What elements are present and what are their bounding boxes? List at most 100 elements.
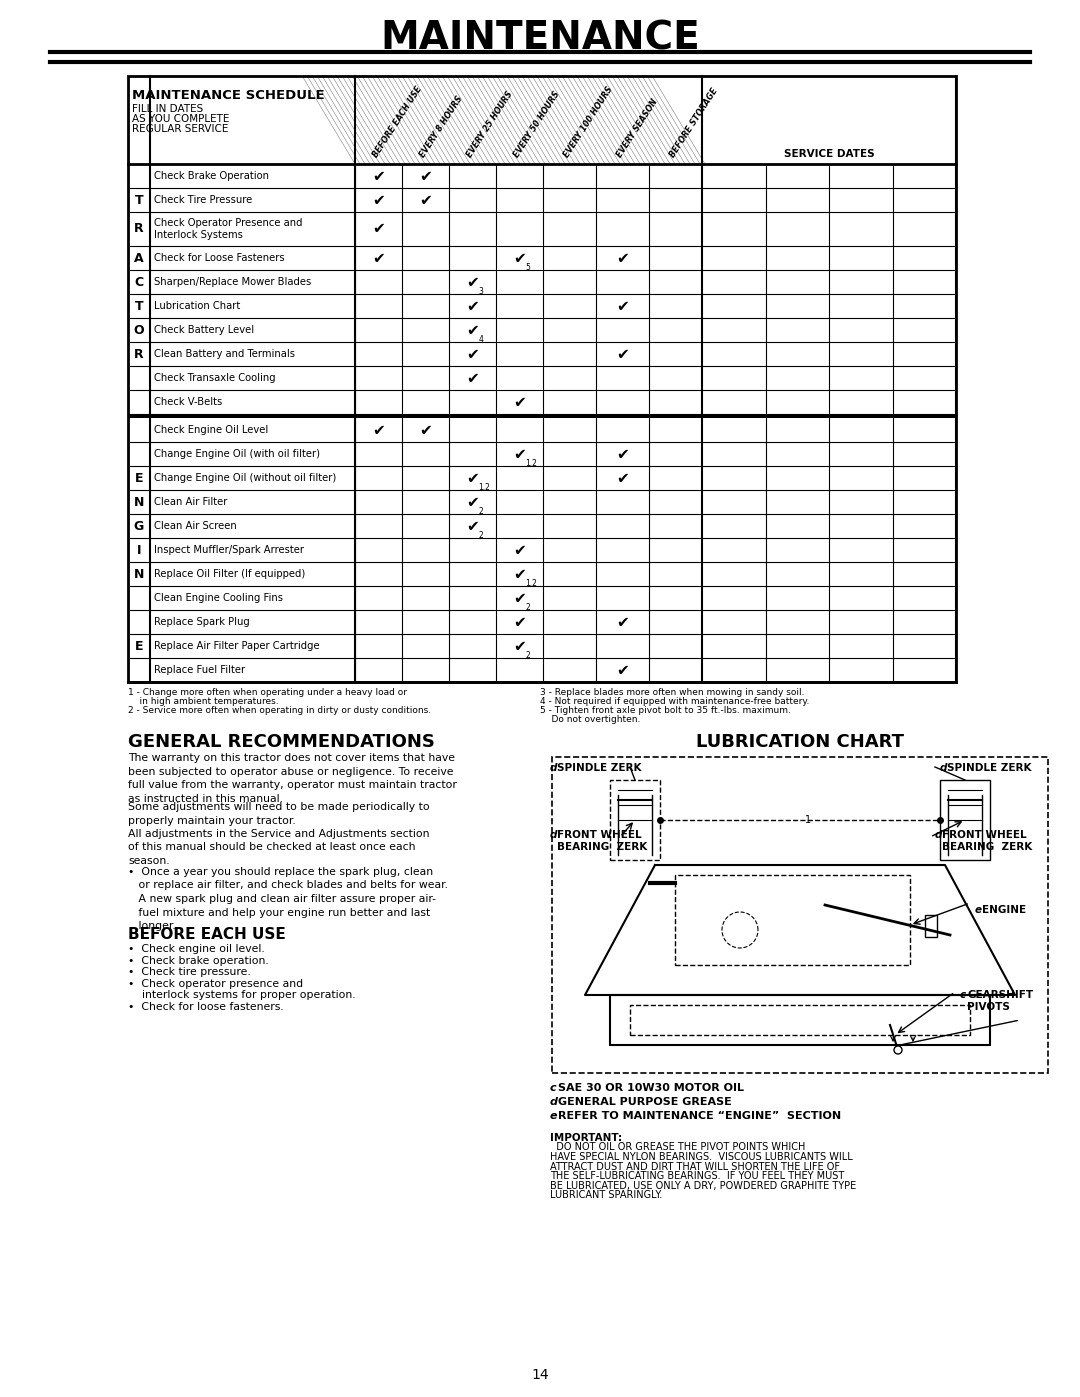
Text: interlock systems for proper operation.: interlock systems for proper operation. xyxy=(129,990,355,1000)
Text: Replace Oil Filter (If equipped): Replace Oil Filter (If equipped) xyxy=(154,569,306,578)
Text: ✔: ✔ xyxy=(467,495,478,510)
Text: 4 - Not required if equipped with maintenance-free battery.: 4 - Not required if equipped with mainte… xyxy=(540,697,809,705)
Text: ✔: ✔ xyxy=(373,169,384,183)
Text: N: N xyxy=(134,567,145,581)
Text: •  Check brake operation.: • Check brake operation. xyxy=(129,956,269,965)
Text: E: E xyxy=(135,640,144,652)
Text: d: d xyxy=(935,830,943,840)
Text: ✔: ✔ xyxy=(513,591,526,605)
Text: THE SELF-LUBRICATING BEARINGS.  IF YOU FEEL THEY MUST: THE SELF-LUBRICATING BEARINGS. IF YOU FE… xyxy=(550,1171,845,1180)
Text: EVERY 50 HOURS: EVERY 50 HOURS xyxy=(512,89,562,159)
Text: 1,2: 1,2 xyxy=(526,578,538,588)
Text: ✔: ✔ xyxy=(513,615,526,630)
Text: 2 - Service more often when operating in dirty or dusty conditions.: 2 - Service more often when operating in… xyxy=(129,705,431,715)
Text: 1: 1 xyxy=(805,814,811,826)
Text: ✔: ✔ xyxy=(467,370,478,386)
Text: ✔: ✔ xyxy=(616,250,629,265)
Text: GENERAL PURPOSE GREASE: GENERAL PURPOSE GREASE xyxy=(558,1097,732,1106)
Text: •  Check operator presence and: • Check operator presence and xyxy=(129,979,303,989)
Text: All adjustments in the Service and Adjustments section
of this manual should be : All adjustments in the Service and Adjus… xyxy=(129,828,430,866)
Text: ✔: ✔ xyxy=(513,567,526,581)
Text: Check Operator Presence and
Interlock Systems: Check Operator Presence and Interlock Sy… xyxy=(154,218,302,240)
Text: EVERY 25 HOURS: EVERY 25 HOURS xyxy=(465,89,514,159)
Text: AS YOU COMPLETE: AS YOU COMPLETE xyxy=(132,115,229,124)
Text: Check V-Belts: Check V-Belts xyxy=(154,397,222,407)
Text: Inspect Muffler/Spark Arrester: Inspect Muffler/Spark Arrester xyxy=(154,545,303,555)
Text: 2: 2 xyxy=(526,604,530,612)
Text: MAINTENANCE SCHEDULE: MAINTENANCE SCHEDULE xyxy=(132,89,325,102)
Text: ENGINE: ENGINE xyxy=(982,905,1026,915)
Text: in high ambient temperatures.: in high ambient temperatures. xyxy=(129,697,279,705)
Text: ✔: ✔ xyxy=(467,299,478,313)
Bar xyxy=(940,780,990,861)
Bar xyxy=(610,780,660,861)
Text: Replace Air Filter Paper Cartridge: Replace Air Filter Paper Cartridge xyxy=(154,641,320,651)
Text: Clean Battery and Terminals: Clean Battery and Terminals xyxy=(154,349,295,359)
Circle shape xyxy=(894,1046,902,1053)
Text: ✔: ✔ xyxy=(513,250,526,265)
Text: Change Engine Oil (with oil filter): Change Engine Oil (with oil filter) xyxy=(154,448,320,460)
Text: O: O xyxy=(134,324,145,337)
Bar xyxy=(129,414,956,418)
Bar xyxy=(675,875,910,965)
Text: 5 - Tighten front axle pivot bolt to 35 ft.-lbs. maximum.: 5 - Tighten front axle pivot bolt to 35 … xyxy=(540,705,791,715)
Text: BEFORE EACH USE: BEFORE EACH USE xyxy=(370,85,423,159)
Text: e: e xyxy=(975,905,982,915)
Text: 2: 2 xyxy=(478,507,483,515)
Bar xyxy=(552,757,1048,1073)
Text: •  Once a year you should replace the spark plug, clean
   or replace air filter: • Once a year you should replace the spa… xyxy=(129,866,448,930)
Text: 2: 2 xyxy=(478,531,483,541)
Text: ✔: ✔ xyxy=(419,169,432,183)
Text: G: G xyxy=(134,520,144,532)
Text: The warranty on this tractor does not cover items that have
been subjected to op: The warranty on this tractor does not co… xyxy=(129,753,457,803)
Text: C: C xyxy=(134,275,144,289)
Text: ✔: ✔ xyxy=(616,447,629,461)
Text: Check Tire Pressure: Check Tire Pressure xyxy=(154,196,253,205)
Text: FRONT WHEEL: FRONT WHEEL xyxy=(942,830,1027,840)
Text: LUBRICANT SPARINGLY.: LUBRICANT SPARINGLY. xyxy=(550,1190,662,1200)
Text: ATTRACT DUST AND DIRT THAT WILL SHORTEN THE LIFE OF: ATTRACT DUST AND DIRT THAT WILL SHORTEN … xyxy=(550,1161,840,1172)
Text: •  Check for loose fasteners.: • Check for loose fasteners. xyxy=(129,1002,284,1011)
Text: 2: 2 xyxy=(526,651,530,659)
Text: REFER TO MAINTENANCE “ENGINE”  SECTION: REFER TO MAINTENANCE “ENGINE” SECTION xyxy=(558,1111,841,1120)
Text: 1,2: 1,2 xyxy=(526,460,538,468)
Text: ✔: ✔ xyxy=(513,638,526,654)
Text: ✔: ✔ xyxy=(373,193,384,208)
Text: ✔: ✔ xyxy=(419,193,432,208)
Text: e: e xyxy=(550,1111,557,1120)
Text: I: I xyxy=(137,543,141,556)
Text: ✔: ✔ xyxy=(513,394,526,409)
Text: c: c xyxy=(550,1083,556,1092)
Text: Some adjustments will need to be made periodically to
properly maintain your tra: Some adjustments will need to be made pe… xyxy=(129,802,430,826)
Text: BE LUBRICATED, USE ONLY A DRY, POWDERED GRAPHITE TYPE: BE LUBRICATED, USE ONLY A DRY, POWDERED … xyxy=(550,1180,856,1190)
Text: c: c xyxy=(960,990,967,1000)
Text: E: E xyxy=(135,472,144,485)
Text: Replace Spark Plug: Replace Spark Plug xyxy=(154,617,249,627)
Text: N: N xyxy=(134,496,145,509)
Text: EVERY 100 HOURS: EVERY 100 HOURS xyxy=(562,85,615,159)
Text: R: R xyxy=(134,348,144,360)
Text: BEARING  ZERK: BEARING ZERK xyxy=(557,842,647,852)
Bar xyxy=(129,75,956,682)
Text: HAVE SPECIAL NYLON BEARINGS.  VISCOUS LUBRICANTS WILL: HAVE SPECIAL NYLON BEARINGS. VISCOUS LUB… xyxy=(550,1153,853,1162)
Text: Check Transaxle Cooling: Check Transaxle Cooling xyxy=(154,373,275,383)
Text: d: d xyxy=(550,1097,558,1106)
Text: Change Engine Oil (without oil filter): Change Engine Oil (without oil filter) xyxy=(154,474,336,483)
Text: Check Battery Level: Check Battery Level xyxy=(154,326,254,335)
Text: EVERY 8 HOURS: EVERY 8 HOURS xyxy=(418,94,464,159)
Text: ✔: ✔ xyxy=(373,250,384,265)
Text: Do not overtighten.: Do not overtighten. xyxy=(540,715,640,724)
Text: 3: 3 xyxy=(478,286,484,296)
Text: BEARING  ZERK: BEARING ZERK xyxy=(942,842,1032,852)
Text: ✔: ✔ xyxy=(373,422,384,437)
Text: ✔: ✔ xyxy=(513,542,526,557)
Text: Clean Air Screen: Clean Air Screen xyxy=(154,521,237,531)
Text: DO NOT OIL OR GREASE THE PIVOT POINTS WHICH: DO NOT OIL OR GREASE THE PIVOT POINTS WH… xyxy=(550,1143,806,1153)
Text: ✔: ✔ xyxy=(467,274,478,289)
Text: •  Check tire pressure.: • Check tire pressure. xyxy=(129,967,251,977)
Text: d: d xyxy=(550,763,557,773)
Text: 3 - Replace blades more often when mowing in sandy soil.: 3 - Replace blades more often when mowin… xyxy=(540,687,805,697)
Text: GEARSHIFT: GEARSHIFT xyxy=(967,990,1034,1000)
Text: FILL IN DATES: FILL IN DATES xyxy=(132,103,203,115)
Text: EVERY SEASON: EVERY SEASON xyxy=(615,98,660,159)
